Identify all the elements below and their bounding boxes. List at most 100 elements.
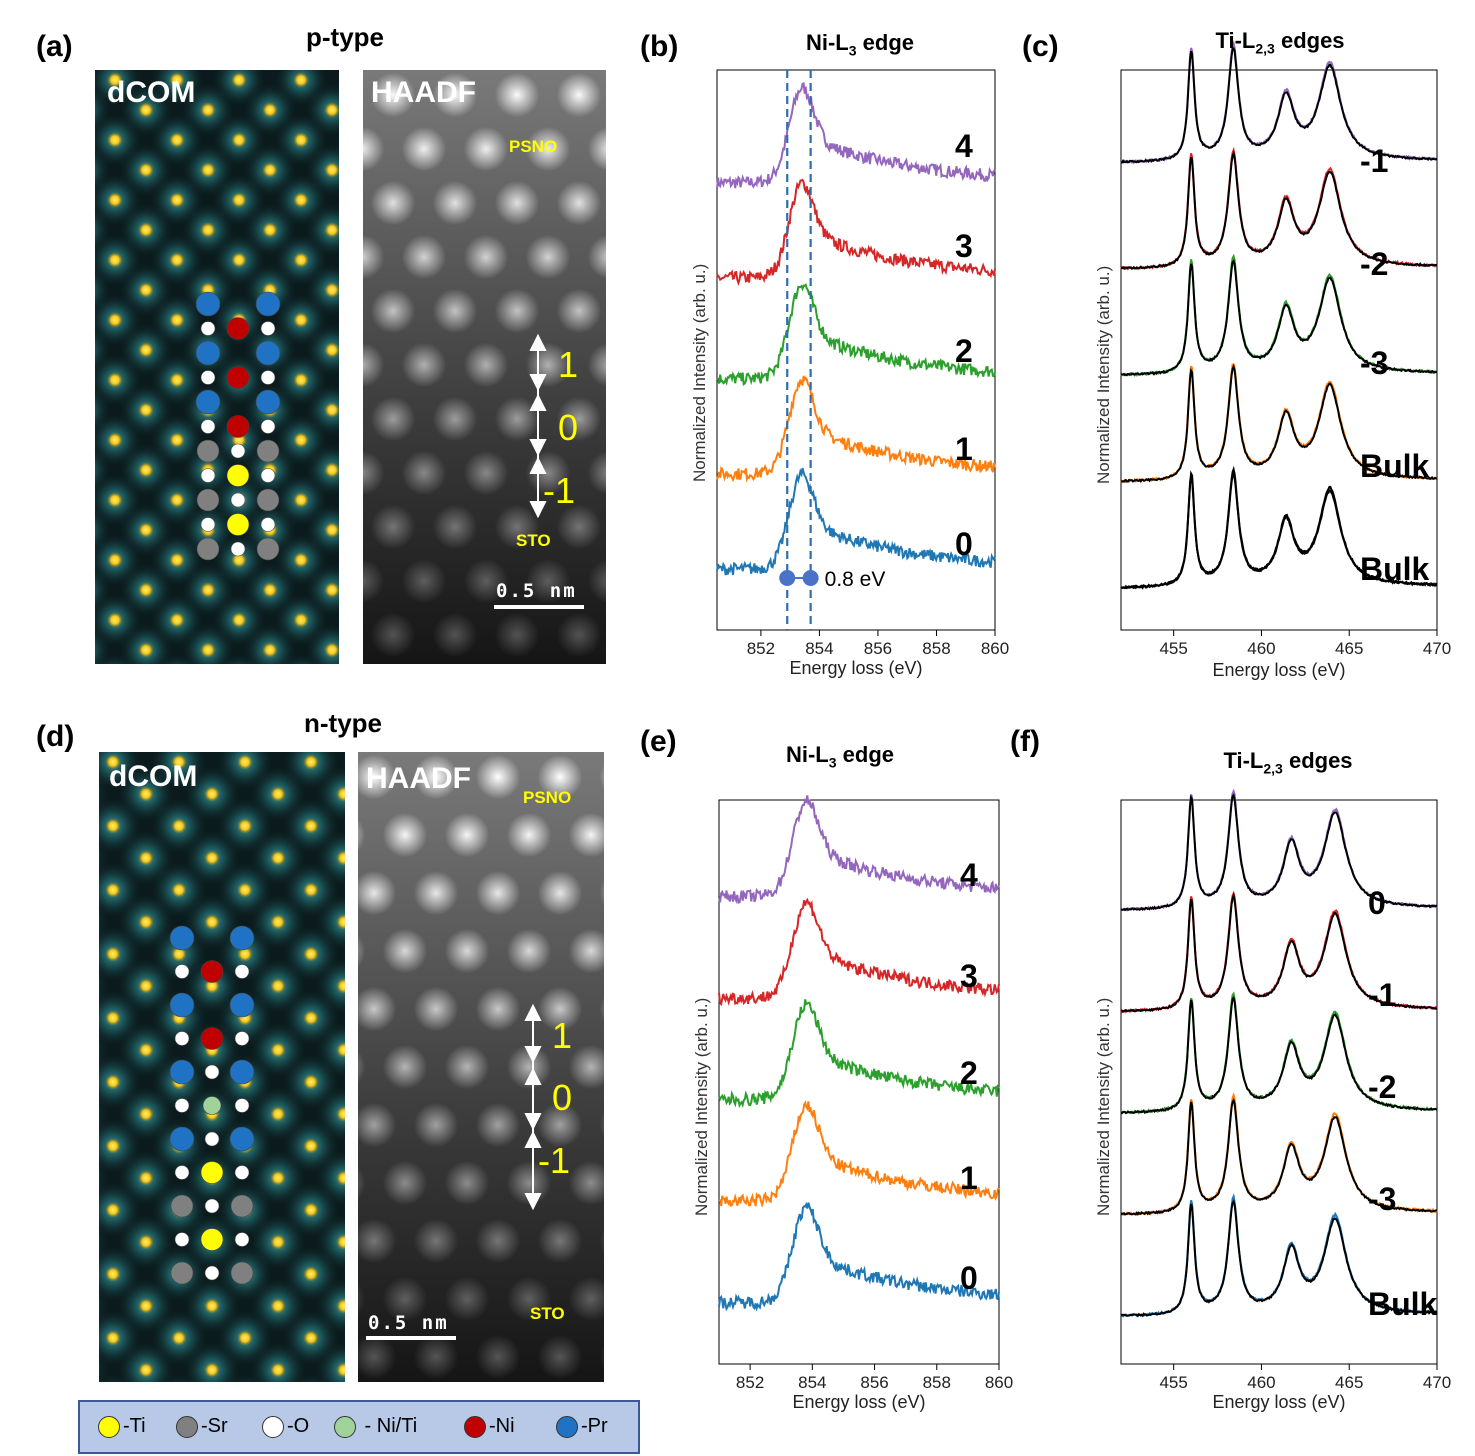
chart-c: 455 460 465 470 -1 -2 -3 Bulk Bulk xyxy=(1120,40,1451,658)
dcom-atom-column xyxy=(137,977,155,995)
dcom-atom-column xyxy=(199,161,217,179)
haadf-atom-column xyxy=(382,928,428,974)
chart-e-xlabel: Energy loss (eV) xyxy=(792,1392,926,1412)
overlay-atom-icon xyxy=(260,419,276,434)
haadf-atom-column xyxy=(444,1276,490,1322)
haadf-atom-column xyxy=(432,396,478,442)
dcom-atom-column xyxy=(261,581,279,599)
spectrum-line xyxy=(1120,146,1438,271)
x-tick-label: 856 xyxy=(864,639,892,658)
haadf-atom-column xyxy=(358,1218,397,1264)
dcom-atom-column xyxy=(168,71,186,89)
bottom-scale-bar xyxy=(366,1336,456,1340)
overlay-atom-icon xyxy=(226,513,250,536)
dcom-atom-column xyxy=(106,191,124,209)
overlay-atom-icon xyxy=(230,1194,254,1218)
reference-spectrum-line xyxy=(1120,47,1438,164)
series-label: 2 xyxy=(960,1055,978,1091)
pr-dot-icon xyxy=(556,1415,578,1438)
bottom-layer-0: 0 xyxy=(552,1077,573,1118)
x-tick-label: 858 xyxy=(922,639,950,658)
dcom-atom-column xyxy=(203,913,221,931)
overlay-atom-icon xyxy=(196,488,220,512)
plot-frame xyxy=(1120,69,1438,631)
dcom-atom-column xyxy=(137,221,155,239)
dcom-atom-column xyxy=(261,641,279,659)
dcom-atom-column xyxy=(302,1265,320,1283)
haadf-atom-column xyxy=(506,1276,552,1322)
haadf-atom-column xyxy=(401,450,447,496)
overlay-atom-icon xyxy=(234,964,250,979)
dcom-atom-column xyxy=(292,371,310,389)
top-scale-bar xyxy=(494,605,584,609)
x-tick-label: 455 xyxy=(1159,639,1187,658)
chart-c-title: Ti-L2,3 edges xyxy=(1215,28,1345,57)
series-label: -1 xyxy=(1368,977,1396,1013)
haadf-atom-column xyxy=(537,870,583,916)
dcom-halo xyxy=(216,652,262,664)
dcom-atom-column xyxy=(106,431,124,449)
dcom-atom-column xyxy=(104,753,122,771)
dcom-atom-column xyxy=(302,753,320,771)
dcom-atom-column xyxy=(168,551,186,569)
dcom-atom-column xyxy=(292,131,310,149)
chart-f-xlabel: Energy loss (eV) xyxy=(1212,1392,1346,1412)
haadf-atom-column xyxy=(370,288,416,334)
haadf-atom-column xyxy=(587,127,606,171)
dcom-halo xyxy=(157,1372,201,1382)
dcom-atom-column xyxy=(104,817,122,835)
dcom-atom-column xyxy=(203,849,221,867)
x-tick-label: 470 xyxy=(1423,1373,1451,1392)
dcom-atom-column xyxy=(323,101,339,119)
haadf-atom-column xyxy=(413,986,459,1032)
overlay-atom-icon xyxy=(260,468,276,483)
overlay-atom-icon xyxy=(195,340,221,366)
dcom-atom-column xyxy=(168,611,186,629)
haadf-atom-column xyxy=(556,288,602,334)
haadf-atom-column xyxy=(475,1218,521,1264)
haadf-atom-column xyxy=(463,126,509,172)
series-label: 0 xyxy=(960,1260,978,1296)
dcom-atom-column xyxy=(137,1233,155,1251)
bottom-haadf-image: HAADF PSNO STO 1 0 -1 0.5 nm xyxy=(358,752,604,1382)
overlay-atom-icon xyxy=(200,1161,224,1184)
haadf-atom-column xyxy=(463,450,509,496)
haadf-atom-column xyxy=(358,1166,366,1200)
dcom-atom-column xyxy=(168,491,186,509)
top-dcom-svg xyxy=(95,70,339,664)
series-label: -2 xyxy=(1368,1069,1396,1105)
legend-item-o: -O xyxy=(262,1415,309,1438)
haadf-atom-column xyxy=(599,879,604,907)
haadf-atom-column xyxy=(363,450,385,496)
p-type-title: p-type xyxy=(306,22,384,52)
sr-dot-icon xyxy=(176,1415,198,1438)
dcom-atom-column xyxy=(106,251,124,269)
dcom-atom-column xyxy=(302,1073,320,1091)
dcom-halo xyxy=(289,1372,333,1382)
dcom-atom-column xyxy=(323,461,339,479)
top-layer-minus1: -1 xyxy=(543,470,576,511)
overlay-atom-icon xyxy=(195,389,221,415)
overlay-atom-icon xyxy=(195,291,221,317)
bottom-scale-text: 0.5 nm xyxy=(368,1312,449,1334)
haadf-atom-column xyxy=(370,180,416,226)
dcom-atom-column xyxy=(170,817,188,835)
panel-label-e: (e) xyxy=(640,725,677,758)
dcom-atom-column xyxy=(137,401,155,419)
haadf-atom-column xyxy=(587,235,606,279)
dcom-atom-column xyxy=(137,341,155,359)
dcom-atom-column xyxy=(230,191,248,209)
series-label: 4 xyxy=(960,857,978,893)
dcom-atom-column xyxy=(335,1169,345,1187)
haadf-atom-column xyxy=(358,818,366,852)
reference-spectrum-line xyxy=(1121,1199,1438,1318)
spectrum-line xyxy=(718,795,1000,904)
overlay-atom-icon xyxy=(234,1098,250,1113)
dcom-atom-column xyxy=(292,191,310,209)
top-scale-text: 0.5 nm xyxy=(496,580,577,602)
haadf-atom-column xyxy=(537,1334,583,1380)
series-label: 1 xyxy=(960,1160,978,1196)
dcom-atom-column xyxy=(137,101,155,119)
x-tick-label: 465 xyxy=(1335,1373,1363,1392)
overlay-atom-icon xyxy=(200,1027,224,1050)
